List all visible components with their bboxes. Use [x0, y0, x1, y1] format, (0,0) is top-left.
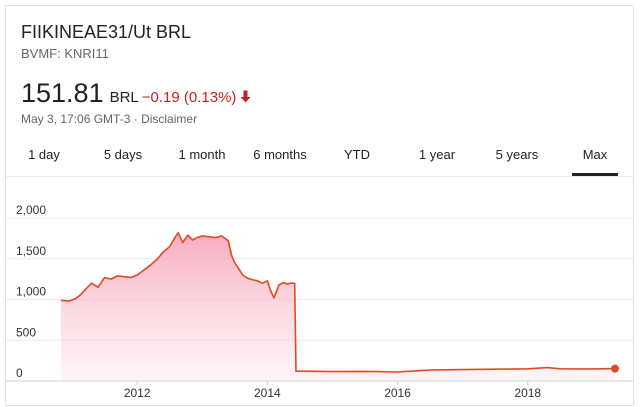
- x-tick-label: 2016: [384, 386, 411, 400]
- tab-5-days[interactable]: 5 days: [94, 137, 152, 176]
- tab-6-months[interactable]: 6 months: [246, 137, 314, 176]
- tab-max[interactable]: Max: [572, 137, 618, 176]
- tab-1-day[interactable]: 1 day: [16, 137, 72, 176]
- price-line: [60, 231, 616, 373]
- tab-1-year[interactable]: 1 year: [410, 137, 464, 176]
- last-price-marker: [611, 364, 619, 373]
- y-tick-label: 0: [16, 366, 23, 380]
- price-row: 151.81 BRL −0.19 (0.13%): [21, 77, 251, 109]
- price-change: −0.19 (0.13%): [141, 89, 237, 106]
- x-tick-label: 2018: [514, 386, 541, 400]
- y-tick-label: 500: [16, 325, 36, 339]
- tab-label: 1 year: [418, 147, 456, 162]
- price-chart[interactable]: 0 500 1,000 1,500 2,000 2012 2014 2016 2018: [6, 178, 634, 406]
- ticker-symbol: BVMF: KNRI11: [21, 46, 109, 61]
- arrow-down-icon: [240, 90, 251, 108]
- x-tick-label: 2012: [124, 386, 151, 400]
- tab-label: Max: [582, 147, 608, 162]
- quote-timestamp: May 3, 17:06 GMT-3: [21, 112, 131, 126]
- x-tick-label: 2014: [254, 386, 281, 400]
- y-tick-label: 1,500: [16, 244, 46, 258]
- quote-meta: May 3, 17:06 GMT-3 · Disclaimer: [21, 112, 197, 126]
- price-area-fill: [61, 232, 615, 381]
- y-tick-label: 2,000: [16, 203, 46, 217]
- tab-label: 5 years: [495, 147, 539, 162]
- tab-label: 1 day: [28, 147, 60, 162]
- tab-ytd[interactable]: YTD: [334, 137, 380, 176]
- tab-label: 1 month: [178, 147, 226, 162]
- currency-code: BRL: [109, 89, 139, 106]
- time-range-tabs: 1 day 5 days 1 month 6 months YTD 1 year…: [6, 137, 633, 177]
- tab-label: 6 months: [253, 147, 307, 162]
- disclaimer-link[interactable]: Disclaimer: [141, 112, 198, 126]
- tab-1-month[interactable]: 1 month: [170, 137, 234, 176]
- meta-separator: ·: [130, 112, 142, 126]
- fund-name: FIIKINEAE31/Ut BRL: [21, 22, 192, 42]
- tab-label: YTD: [344, 147, 370, 162]
- stock-quote-card: FIIKINEAE31/Ut BRL BVMF: KNRI11 151.81 BR…: [5, 5, 634, 406]
- current-price: 151.81: [21, 78, 104, 108]
- tab-5-years[interactable]: 5 years: [486, 137, 548, 176]
- tab-label: 5 days: [103, 147, 143, 162]
- y-tick-label: 1,000: [16, 285, 46, 299]
